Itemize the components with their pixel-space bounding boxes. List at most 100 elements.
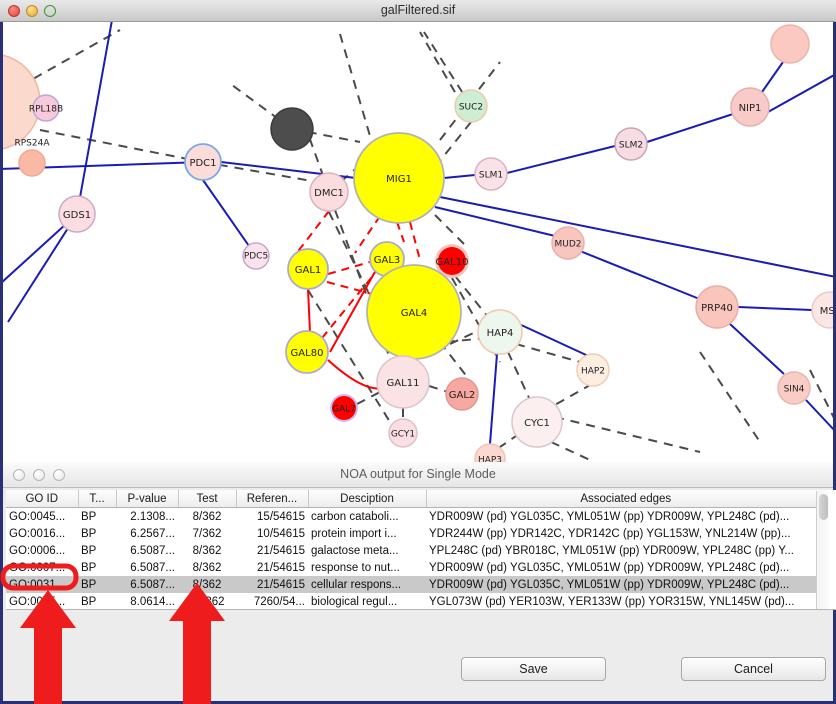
- noa-results-table-container[interactable]: GO ID T... P-value Test Referen... Desci…: [6, 490, 836, 610]
- node-pdc1[interactable]: PDC1: [184, 143, 222, 181]
- svg-text:MUD2: MUD2: [554, 240, 581, 250]
- node-suc2[interactable]: SUC2: [454, 89, 488, 123]
- node-slm2[interactable]: SLM2: [614, 127, 648, 161]
- cancel-button[interactable]: Cancel: [681, 657, 826, 681]
- node-gds1[interactable]: GDS1: [58, 195, 96, 233]
- network-canvas[interactable]: .pp{stroke:#1b1bb5;stroke-width:2;fill:n…: [0, 22, 836, 462]
- node-gal1[interactable]: GAL1: [287, 248, 329, 290]
- column-header-type[interactable]: T...: [78, 490, 117, 508]
- cell-reference: 10/54615: [257, 527, 305, 540]
- noa-traffic-lights[interactable]: [13, 469, 65, 481]
- cell-test: 8/362: [192, 544, 222, 557]
- node-hap4[interactable]: HAP4: [477, 309, 523, 355]
- svg-text:PDC5: PDC5: [244, 252, 268, 262]
- cell-type: BP: [81, 544, 97, 557]
- svg-text:SIN4: SIN4: [784, 385, 805, 395]
- node-gal7[interactable]: GAL7: [330, 394, 358, 422]
- node-rps24a[interactable]: RPS24A: [14, 139, 50, 177]
- node-prp40[interactable]: PRP40: [695, 285, 739, 329]
- table-row[interactable]: GO:0007... BP 6.5087... 8/362 21/54615 respon…: [6, 559, 825, 576]
- node-nip1[interactable]: NIP1: [730, 87, 770, 127]
- network-nodes[interactable]: RPL18B RPS24A GDS1 PDC1: [0, 24, 836, 463]
- save-button[interactable]: Save: [461, 657, 606, 681]
- noa-dialog-title: NOA output for Single Mode: [340, 467, 496, 481]
- cell-description: carbon cataboli...: [311, 510, 399, 523]
- network-graph[interactable]: .pp{stroke:#1b1bb5;stroke-width:2;fill:n…: [0, 22, 836, 462]
- node-sin4[interactable]: SIN4: [777, 371, 811, 405]
- svg-text:GDS1: GDS1: [63, 210, 91, 221]
- node-hap2[interactable]: HAP2: [576, 353, 610, 387]
- table-row[interactable]: GO:0065... BP 8.0614... 94/362 7260/54... bio…: [6, 593, 825, 609]
- cytoscape-network-window: galFiltered.sif .pp{stroke:#1b1bb5;strok…: [0, 0, 836, 462]
- column-header-go-id[interactable]: GO ID: [6, 490, 79, 508]
- cell-associated-edges: YDR009W (pd) YGL035C, YML051W (pp) YDR00…: [429, 561, 790, 574]
- node-mig1[interactable]: MIG1: [353, 132, 445, 224]
- noa-results-table[interactable]: GO ID T... P-value Test Referen... Desci…: [6, 490, 825, 610]
- svg-text:DMC1: DMC1: [314, 188, 344, 199]
- svg-text:GAL3: GAL3: [374, 255, 401, 266]
- column-header-description[interactable]: Desciption: [308, 490, 427, 508]
- svg-text:GAL11: GAL11: [387, 378, 420, 389]
- cell-p-value: 6.5087...: [130, 544, 175, 557]
- cell-p-value: 2.1308...: [130, 510, 175, 523]
- scrollbar-thumb[interactable]: [819, 494, 828, 520]
- node-pdc5[interactable]: PDC5: [242, 242, 270, 270]
- main-window-traffic-lights[interactable]: [8, 5, 56, 17]
- table-row[interactable]: GO:0045... BP 2.1308... 8/362 15/54615 carbon…: [6, 508, 825, 526]
- svg-text:SLM1: SLM1: [479, 171, 503, 181]
- cell-p-value: 8.0614...: [130, 595, 175, 608]
- node-gal80[interactable]: GAL80: [285, 330, 329, 374]
- svg-text:SLM2: SLM2: [619, 141, 643, 151]
- cell-description: response to nut...: [311, 561, 400, 574]
- node-cyc1[interactable]: CYC1: [511, 396, 563, 448]
- node-dmc1[interactable]: DMC1: [309, 172, 349, 212]
- svg-text:GAL80: GAL80: [291, 348, 324, 359]
- minimize-button[interactable]: [33, 469, 45, 481]
- column-header-test[interactable]: Test: [178, 490, 237, 508]
- node-msl5[interactable]: MSL: [811, 291, 836, 329]
- node-top-right-partial[interactable]: [770, 24, 810, 64]
- node-gcy1[interactable]: GCY1: [388, 418, 418, 448]
- minimize-button[interactable]: [26, 5, 38, 17]
- cell-reference: 7260/54...: [253, 595, 305, 608]
- cell-go-id: GO:0007...: [9, 561, 66, 574]
- node-gal2[interactable]: GAL2: [445, 377, 479, 411]
- svg-text:HAP3: HAP3: [478, 456, 502, 463]
- cell-p-value: 6.2567...: [130, 527, 175, 540]
- column-header-associated-edges[interactable]: Associated edges: [426, 490, 825, 508]
- svg-text:GCY1: GCY1: [391, 430, 415, 440]
- cell-description: biological regul...: [311, 595, 398, 608]
- node-rpl18b[interactable]: RPL18B: [29, 94, 63, 122]
- table-row[interactable]: GO:0016... BP 6.2567... 7/362 10/54615 protei…: [6, 525, 825, 542]
- cell-test: 8/362: [178, 576, 236, 593]
- cell-go-id: GO:0045...: [9, 510, 66, 523]
- column-header-p-value[interactable]: P-value: [116, 490, 179, 508]
- cell-test: 8/362: [192, 561, 222, 574]
- svg-text:HAP2: HAP2: [581, 367, 605, 377]
- node-slm1[interactable]: SLM1: [474, 157, 508, 191]
- close-button[interactable]: [8, 5, 20, 17]
- svg-text:GAL7: GAL7: [332, 405, 356, 415]
- column-header-reference[interactable]: Referen...: [236, 490, 309, 508]
- table-row[interactable]: GO:0006... BP 6.5087... 8/362 21/54615 galact…: [6, 542, 825, 559]
- table-row[interactable]: GO:0031... BP 6.5087... 8/362 21/54615 cellul…: [6, 576, 825, 593]
- node-mud2[interactable]: MUD2: [551, 226, 585, 260]
- node-gal10[interactable]: GAL10: [435, 244, 469, 278]
- zoom-button[interactable]: [44, 5, 56, 17]
- cell-test: 94/362: [189, 595, 225, 608]
- cell-test: 7/362: [192, 527, 222, 540]
- cell-reference: 21/54615: [236, 576, 308, 593]
- node-hap3[interactable]: HAP3: [474, 443, 506, 463]
- svg-text:RPL18B: RPL18B: [29, 105, 63, 115]
- cell-associated-edges: YDR009W (pd) YGL035C, YML051W (pp) YDR00…: [426, 576, 825, 593]
- results-vertical-scrollbar[interactable]: [816, 491, 829, 609]
- noa-table-body[interactable]: GO:0045... BP 2.1308... 8/362 15/54615 carbon…: [6, 508, 825, 610]
- svg-text:MSL: MSL: [820, 306, 836, 317]
- node-gal4[interactable]: GAL4: [366, 264, 462, 360]
- zoom-button[interactable]: [53, 469, 65, 481]
- node-unlabeled-dark[interactable]: [270, 107, 314, 151]
- dialog-button-row: Save Cancel: [3, 657, 836, 687]
- node-gal11[interactable]: GAL11: [376, 355, 430, 409]
- cell-associated-edges: YDR009W (pd) YGL035C, YML051W (pp) YDR00…: [429, 510, 790, 523]
- close-button[interactable]: [13, 469, 25, 481]
